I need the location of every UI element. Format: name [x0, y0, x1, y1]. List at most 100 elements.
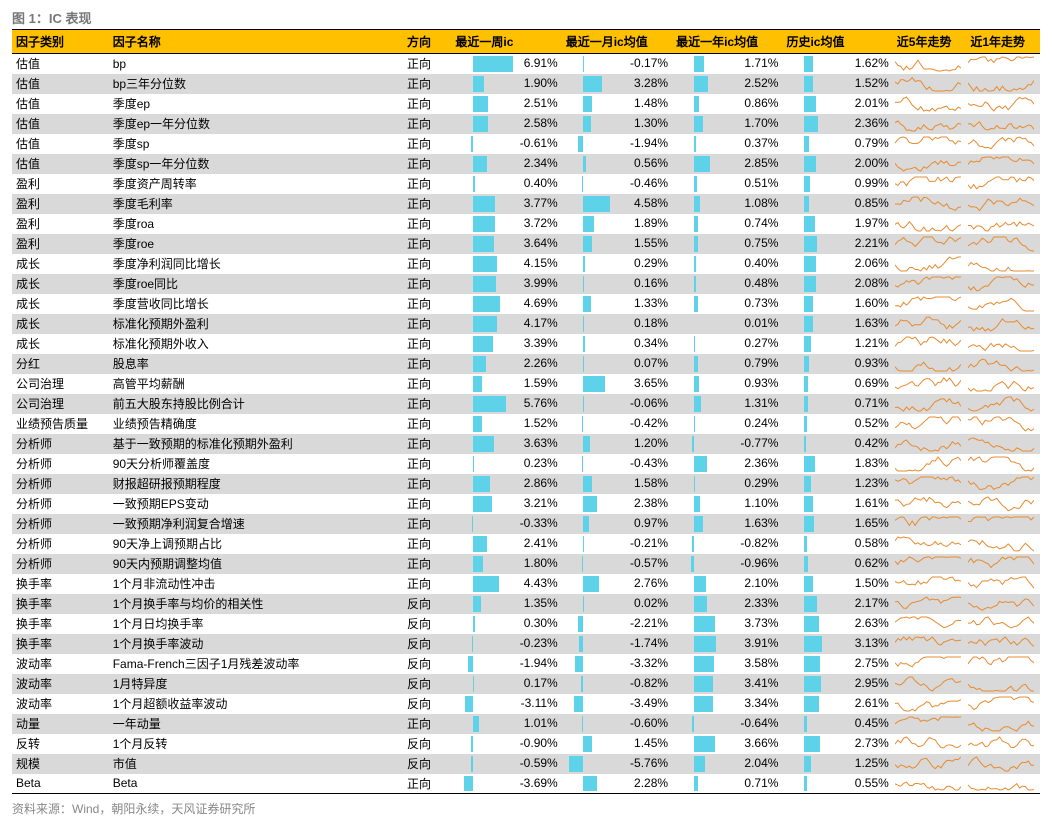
sparkline-1y — [966, 734, 1040, 754]
cell-factor-name: 季度资产周转率 — [109, 174, 403, 194]
cell-value: 1.48% — [562, 94, 672, 114]
value-label: 0.29% — [634, 256, 668, 270]
sparkline-1y — [966, 574, 1040, 594]
cell-value: 1.63% — [672, 514, 782, 534]
cell-value: 1.25% — [782, 754, 892, 774]
sparkline-5y — [893, 134, 967, 154]
sparkline-5y — [893, 494, 967, 514]
cell-value: 0.58% — [782, 534, 892, 554]
value-label: 1.90% — [524, 76, 558, 90]
cell-factor-name: 1个月超额收益率波动 — [109, 694, 403, 714]
sparkline-5y — [893, 534, 967, 554]
cell-category: 盈利 — [12, 174, 109, 194]
value-label: 0.69% — [855, 376, 889, 390]
cell-factor-name: 1个月换手率波动 — [109, 634, 403, 654]
cell-value: 0.45% — [782, 714, 892, 734]
cell-value: 1.71% — [672, 54, 782, 74]
value-label: 0.42% — [855, 436, 889, 450]
cell-factor-name: 高管平均薪酬 — [109, 374, 403, 394]
sparkline-5y — [893, 474, 967, 494]
value-label: -0.42% — [630, 416, 668, 430]
value-label: 1.59% — [524, 376, 558, 390]
value-label: 0.74% — [744, 216, 778, 230]
table-row: 盈利季度资产周转率正向0.40%-0.46%0.51%0.99% — [12, 174, 1040, 194]
cell-category: 估值 — [12, 154, 109, 174]
cell-category: 估值 — [12, 94, 109, 114]
value-label: -3.11% — [521, 696, 558, 710]
cell-direction: 正向 — [403, 494, 451, 514]
cell-value: 1.65% — [782, 514, 892, 534]
cell-value: 2.21% — [782, 234, 892, 254]
cell-value: 0.42% — [782, 434, 892, 454]
table-row: 分红股息率正向2.26%0.07%0.79%0.93% — [12, 354, 1040, 374]
cell-value: 0.27% — [672, 334, 782, 354]
sparkline-5y — [893, 594, 967, 614]
value-label: -0.82% — [740, 536, 778, 550]
cell-category: 业绩预告质量 — [12, 414, 109, 434]
cell-value: 1.62% — [782, 54, 892, 74]
sparkline-5y — [893, 394, 967, 414]
cell-direction: 反向 — [403, 694, 451, 714]
value-label: 2.01% — [855, 96, 889, 110]
value-label: 3.58% — [744, 656, 778, 670]
table-header-cell: 方向 — [403, 30, 451, 54]
cell-value: -0.59% — [451, 754, 561, 774]
value-label: 2.76% — [634, 576, 668, 590]
sparkline-5y — [893, 214, 967, 234]
cell-factor-name: 1个月反转 — [109, 734, 403, 754]
sparkline-1y — [966, 654, 1040, 674]
cell-value: 2.04% — [672, 754, 782, 774]
cell-value: 4.15% — [451, 254, 561, 274]
value-label: 0.58% — [855, 536, 889, 550]
sparkline-5y — [893, 774, 967, 794]
sparkline-1y — [966, 274, 1040, 294]
cell-value: 0.07% — [562, 354, 672, 374]
value-label: 4.15% — [524, 256, 558, 270]
cell-value: 2.73% — [782, 734, 892, 754]
cell-value: -3.69% — [451, 774, 561, 794]
sparkline-5y — [893, 654, 967, 674]
cell-value: 1.63% — [782, 314, 892, 334]
value-label: 2.00% — [855, 156, 889, 170]
cell-value: 0.85% — [782, 194, 892, 214]
cell-value: 2.75% — [782, 654, 892, 674]
caption-title: IC 表现 — [49, 11, 92, 26]
table-row: 换手率1个月换手率与均价的相关性反向1.35%0.02%2.33%2.17% — [12, 594, 1040, 614]
cell-value: -0.21% — [562, 534, 672, 554]
cell-value: 0.02% — [562, 594, 672, 614]
cell-category: 换手率 — [12, 634, 109, 654]
cell-direction: 反向 — [403, 754, 451, 774]
value-label: 2.86% — [524, 476, 558, 490]
cell-direction: 正向 — [403, 194, 451, 214]
table-row: 成长季度净利润同比增长正向4.15%0.29%0.40%2.06% — [12, 254, 1040, 274]
value-label: 2.36% — [855, 116, 889, 130]
value-label: 3.73% — [744, 616, 778, 630]
cell-category: 换手率 — [12, 614, 109, 634]
table-row: 成长标准化预期外盈利正向4.17%0.18%0.01%1.63% — [12, 314, 1040, 334]
value-label: 3.63% — [524, 436, 558, 450]
cell-value: -0.17% — [562, 54, 672, 74]
cell-factor-name: 1个月日均换手率 — [109, 614, 403, 634]
cell-factor-name: 基于一致预期的标准化预期外盈利 — [109, 434, 403, 454]
sparkline-5y — [893, 454, 967, 474]
cell-category: 换手率 — [12, 594, 109, 614]
cell-direction: 正向 — [403, 414, 451, 434]
cell-direction: 正向 — [403, 774, 451, 794]
sparkline-5y — [893, 574, 967, 594]
cell-value: 3.99% — [451, 274, 561, 294]
cell-value: 4.69% — [451, 294, 561, 314]
cell-direction: 正向 — [403, 54, 451, 74]
value-label: 1.71% — [744, 56, 778, 70]
value-label: 6.91% — [524, 56, 558, 70]
table-row: 规模市值反向-0.59%-5.76%2.04%1.25% — [12, 754, 1040, 774]
cell-value: 0.86% — [672, 94, 782, 114]
value-label: 2.21% — [855, 236, 889, 250]
sparkline-5y — [893, 234, 967, 254]
cell-value: 3.28% — [562, 74, 672, 94]
value-label: -0.17% — [630, 56, 668, 70]
value-label: 2.95% — [855, 676, 889, 690]
value-label: 0.79% — [744, 356, 778, 370]
sparkline-1y — [966, 314, 1040, 334]
value-label: 4.58% — [634, 196, 668, 210]
cell-value: -1.94% — [562, 134, 672, 154]
